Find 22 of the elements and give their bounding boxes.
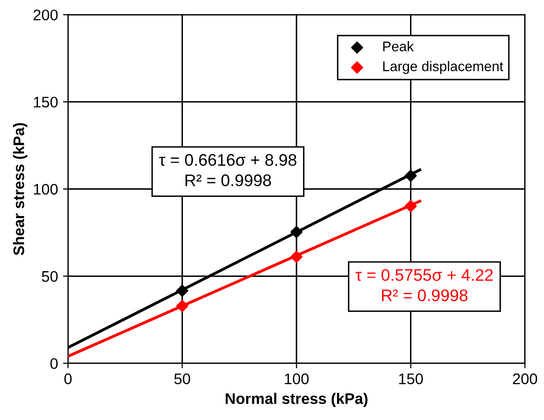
annotation: τ = 0.6616σ + 8.98 R² = 0.9998	[159, 154, 296, 186]
point	[404, 200, 417, 212]
x-tick-label: 100	[284, 373, 309, 384]
point	[290, 250, 303, 263]
y-tick-label: 150	[34, 96, 58, 108]
point	[176, 284, 188, 297]
annotation: τ = 0.5755σ + 4.22 R² = 0.9998	[356, 269, 493, 302]
x-tick-label: 150	[399, 373, 423, 384]
x-tick-label: 50	[174, 373, 190, 384]
x-axis-title: Normal stress (kPa)	[226, 392, 368, 408]
point	[290, 226, 303, 238]
y-tick-label: 0	[50, 358, 58, 369]
point	[404, 170, 417, 182]
y-tick-label: 200	[34, 10, 58, 20]
x-tick-label: 0	[64, 373, 72, 384]
point	[176, 300, 188, 312]
legend-label: Large displacement	[383, 61, 504, 74]
x-tick-label: 200	[512, 373, 538, 384]
y-tick-label: 50	[42, 271, 58, 282]
legend-label: Peak	[383, 41, 414, 52]
y-axis-title: Shear stress (kPa)	[12, 123, 28, 256]
y-tick-label: 100	[34, 184, 58, 195]
